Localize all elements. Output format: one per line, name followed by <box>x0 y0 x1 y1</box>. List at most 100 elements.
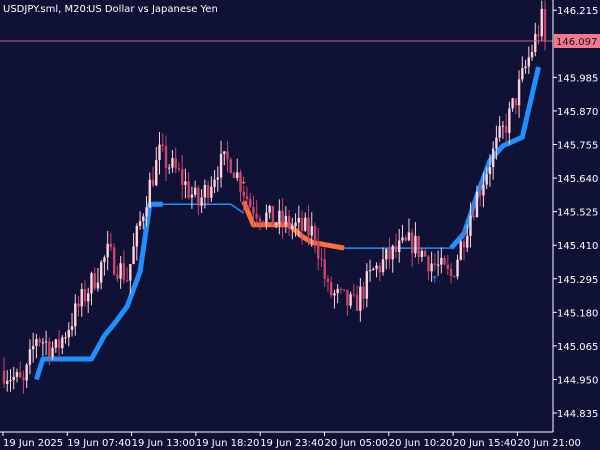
candle-body <box>440 257 443 265</box>
candle-body <box>342 289 346 291</box>
x-tick-label: 19 Jun 23:40 <box>260 438 324 449</box>
candle-body <box>206 184 210 198</box>
candle-body <box>495 137 498 149</box>
candle-body <box>381 259 385 273</box>
candle-body <box>355 294 359 311</box>
y-tick-label: 145.065 <box>557 342 598 353</box>
candle-body <box>28 349 32 365</box>
candle-body <box>488 167 492 175</box>
candle-body <box>491 148 495 168</box>
candle-body <box>109 243 113 248</box>
candle-body <box>420 250 424 258</box>
candle-body <box>498 126 501 138</box>
candle-body <box>174 158 177 169</box>
candle-body <box>213 179 216 187</box>
y-axis-ticks: 146.215 145.985 145.870 145.755 145.640 145.5… <box>553 6 598 420</box>
candle-body <box>184 181 187 185</box>
candle-body <box>459 241 462 260</box>
candle-body <box>57 339 61 349</box>
candle-body <box>219 154 223 178</box>
candle-body <box>61 337 64 349</box>
candle-body <box>116 274 119 279</box>
candle-body <box>151 179 155 186</box>
candle-body <box>164 146 168 169</box>
trend-band-segment <box>162 203 245 214</box>
candle-body <box>106 243 109 258</box>
candle-body <box>271 205 275 225</box>
candle-body <box>265 212 268 223</box>
candle-body <box>407 232 411 241</box>
candle-body <box>155 159 158 186</box>
candle-body <box>255 213 258 219</box>
candle-body <box>543 8 547 42</box>
x-tick-label: 20 Jun 05:00 <box>325 438 389 449</box>
y-tick-label: 145.755 <box>557 140 598 151</box>
candle-body <box>410 232 414 254</box>
candle-body <box>187 181 190 198</box>
candle-body <box>456 259 459 277</box>
candle-body <box>385 249 388 260</box>
candle-body <box>9 380 12 382</box>
candle-body <box>462 241 466 248</box>
candle-body <box>25 364 28 381</box>
candle-body <box>423 250 427 257</box>
signal-arrows: ↓↑ <box>240 176 440 286</box>
candle-body <box>216 177 220 180</box>
candle-body <box>530 51 534 58</box>
candle-body <box>504 125 508 133</box>
candle-body <box>226 151 229 160</box>
candle-body <box>508 108 511 133</box>
candle-body <box>339 288 343 290</box>
candle-body <box>414 235 417 254</box>
candle-body <box>430 263 433 272</box>
candle-body <box>472 215 475 218</box>
candle-body <box>90 273 93 294</box>
y-tick-label: 145.870 <box>557 107 598 118</box>
y-tick-label: 145.640 <box>557 174 598 185</box>
candle-body <box>142 216 145 222</box>
candle-body <box>346 289 349 306</box>
candle-body <box>449 268 453 277</box>
candle-body <box>232 172 236 179</box>
x-tick-label: 19 Jun 07:40 <box>67 438 131 449</box>
candle-body <box>135 225 139 247</box>
candle-body <box>15 372 19 377</box>
candle-body <box>83 289 87 302</box>
sell-arrow-icon: ↓ <box>240 176 248 187</box>
candle-body <box>336 288 339 294</box>
y-tick-label: 145.180 <box>557 308 598 319</box>
candle-body <box>368 270 372 272</box>
candle-body <box>517 79 521 106</box>
candle-body <box>466 235 469 248</box>
candle-body <box>427 256 430 272</box>
candle-body <box>22 377 25 381</box>
candle-body <box>362 286 365 299</box>
current-price-label: 146.097 <box>556 37 597 48</box>
candle-body <box>281 210 284 225</box>
candle-body <box>138 221 142 226</box>
candle-body <box>80 289 83 307</box>
candle-body <box>35 339 38 347</box>
candle-body <box>482 184 485 196</box>
candle-body <box>2 370 6 384</box>
candle-body <box>236 172 239 179</box>
candle-body <box>261 221 265 223</box>
candle-body <box>475 191 479 218</box>
candle-body <box>245 196 249 200</box>
candle-body <box>401 237 404 241</box>
candle-body <box>161 144 164 147</box>
candle-body <box>329 282 333 296</box>
candle-body <box>479 191 482 196</box>
candle-body <box>391 245 394 260</box>
candle-body <box>511 98 514 109</box>
candle-body <box>180 169 184 185</box>
candle-body <box>177 168 181 170</box>
candle-body <box>48 341 51 358</box>
candle-body <box>524 66 527 69</box>
candle-body <box>349 294 352 306</box>
candle-body <box>521 68 524 80</box>
candle-body <box>190 194 194 198</box>
candle-body <box>313 226 317 242</box>
candle-body <box>125 280 129 282</box>
